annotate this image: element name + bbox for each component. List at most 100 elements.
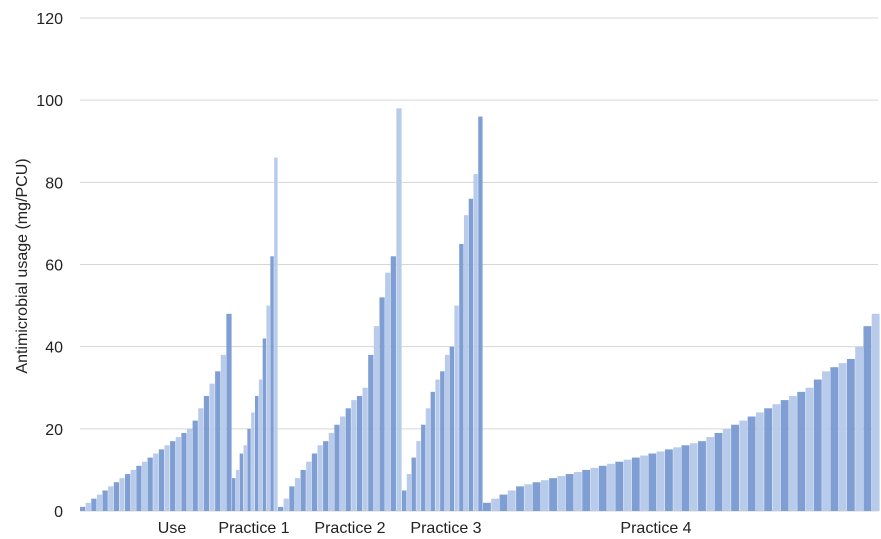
bar (764, 408, 773, 511)
bar (454, 305, 459, 511)
bar (549, 478, 558, 511)
bar (294, 478, 301, 511)
bar (300, 469, 306, 511)
bar (362, 387, 368, 511)
bar (289, 486, 295, 511)
bar (209, 383, 215, 511)
bar (435, 379, 440, 511)
bar (573, 471, 582, 511)
bar (379, 297, 385, 511)
bar (255, 395, 259, 511)
bar (863, 326, 872, 511)
bar (656, 451, 665, 511)
bar (780, 400, 789, 511)
bar (491, 498, 500, 511)
bar (266, 305, 270, 511)
y-tick-label: 20 (45, 422, 63, 439)
bar (838, 363, 847, 511)
bar (102, 490, 108, 511)
bar (262, 338, 267, 511)
bar (421, 424, 426, 511)
bar (311, 453, 318, 511)
bar (846, 358, 855, 511)
bar (108, 486, 114, 511)
bar (673, 447, 682, 511)
bar (170, 441, 176, 511)
bar (425, 408, 431, 511)
bar (590, 467, 599, 511)
bar (689, 443, 698, 511)
bar (334, 424, 340, 511)
bars (80, 108, 880, 512)
bar (797, 391, 806, 511)
bar (258, 379, 263, 511)
bar (706, 437, 715, 511)
bar (449, 346, 455, 511)
bar (607, 463, 615, 511)
bar (463, 215, 469, 511)
y-tick-label: 120 (36, 11, 63, 28)
bar (822, 371, 830, 511)
bar (220, 354, 226, 511)
bar (731, 424, 739, 511)
bar (615, 461, 624, 511)
bar (557, 476, 566, 511)
bar (440, 371, 445, 511)
y-tick-label: 100 (36, 93, 63, 110)
bar (340, 416, 346, 511)
bar (247, 428, 251, 511)
bar (871, 313, 880, 511)
bar (373, 326, 380, 511)
bar (396, 108, 402, 511)
bar (722, 428, 731, 511)
bar (739, 420, 748, 511)
bar (175, 437, 181, 511)
bar (243, 445, 247, 511)
bar (830, 367, 839, 511)
bar (516, 486, 524, 511)
y-tick-label: 40 (45, 340, 63, 357)
bar (406, 474, 412, 511)
bar (283, 498, 289, 511)
bar (119, 478, 125, 511)
bar (813, 379, 822, 511)
bar (130, 469, 136, 511)
group-label: Practice 3 (410, 520, 481, 537)
bar (582, 469, 591, 511)
bar (203, 395, 210, 511)
bar (468, 198, 474, 511)
bar (698, 441, 706, 511)
bar (444, 354, 450, 511)
bar (789, 395, 797, 511)
bar (96, 494, 103, 511)
bar (235, 469, 240, 511)
y-axis-label: Antimicrobial usage (mg/PCU) (14, 158, 31, 373)
bar (164, 445, 170, 511)
bar (80, 506, 86, 511)
bar (524, 484, 533, 511)
bar (91, 498, 97, 511)
bar (181, 432, 187, 511)
bar (598, 465, 607, 511)
bar (306, 461, 312, 511)
bar (623, 459, 632, 511)
bar (274, 157, 278, 511)
bar (278, 506, 284, 511)
y-tick-label: 80 (45, 175, 63, 192)
y-tick-labels: 0 20 40 60 80 100 120 (36, 11, 63, 521)
bar (136, 465, 142, 511)
bar (855, 346, 864, 511)
y-tick-label: 0 (54, 504, 63, 521)
bar (356, 395, 363, 511)
bar (328, 432, 334, 511)
bar (640, 455, 649, 511)
bar (478, 116, 483, 511)
bar (714, 432, 723, 511)
bar (565, 474, 574, 511)
bar (215, 371, 221, 511)
bar (186, 428, 193, 511)
bar (648, 453, 657, 511)
bar (681, 445, 690, 511)
bar (239, 453, 244, 511)
